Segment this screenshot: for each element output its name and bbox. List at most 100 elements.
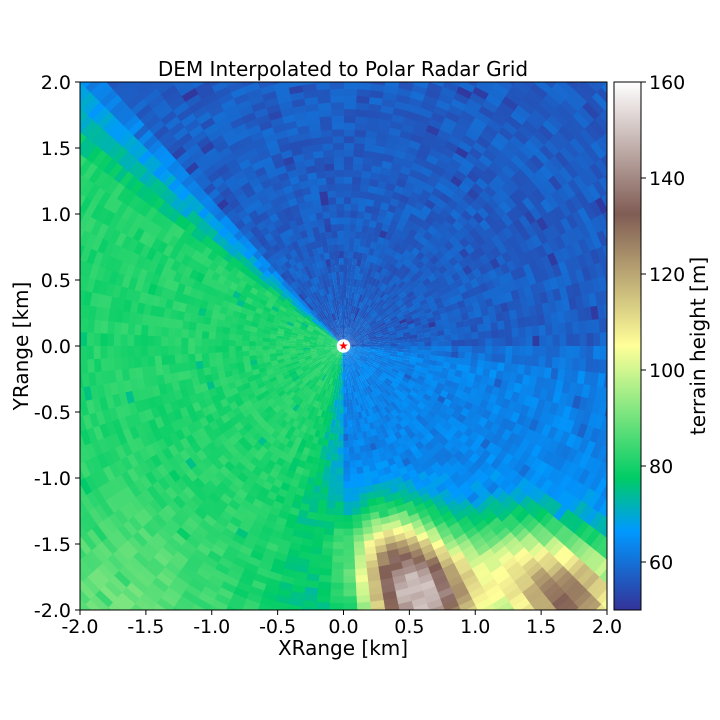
heatmap-cell	[353, 355, 359, 361]
heatmap-cell	[395, 395, 405, 404]
heatmap-cell	[367, 316, 375, 324]
heatmap-cell	[209, 474, 222, 488]
heatmap-cell	[356, 466, 364, 475]
heatmap-cell	[442, 186, 456, 199]
heatmap-cell	[437, 340, 446, 347]
heatmap-cell	[512, 435, 525, 449]
heatmap-cell	[187, 329, 196, 339]
heatmap-cell	[365, 485, 375, 494]
heatmap-cell	[306, 327, 314, 333]
heatmap-cell	[337, 325, 340, 334]
heatmap-cell	[343, 582, 357, 591]
heatmap-cell	[444, 351, 452, 358]
heatmap-cell	[361, 431, 369, 440]
heatmap-cell	[442, 477, 455, 489]
heatmap-cell	[402, 328, 411, 334]
heatmap-cell	[330, 223, 338, 232]
heatmap-cell	[379, 324, 388, 330]
heatmap-cell	[288, 303, 297, 311]
heatmap-cell	[452, 308, 462, 317]
heatmap-cell	[460, 470, 473, 483]
heatmap-cell	[414, 365, 423, 372]
heatmap-cell	[325, 335, 332, 340]
heatmap-cell	[362, 364, 369, 371]
heatmap-cell	[314, 163, 326, 173]
heatmap-cell	[350, 320, 355, 328]
heatmap-cell	[579, 346, 588, 360]
heatmap-cell	[398, 392, 407, 401]
heatmap-cell	[325, 425, 331, 434]
heatmap-cell	[335, 481, 344, 489]
heatmap-cell	[168, 247, 180, 260]
heatmap-cell	[306, 286, 314, 295]
heatmap-cell	[431, 346, 439, 352]
heatmap-cell	[427, 471, 440, 483]
heatmap-cell	[209, 365, 218, 375]
heatmap-cell	[322, 280, 328, 289]
heatmap-cell	[288, 370, 297, 377]
heatmap-cell	[409, 308, 419, 316]
heatmap-cell	[383, 316, 391, 323]
heatmap-cell	[349, 284, 354, 293]
heatmap-cell	[372, 531, 385, 541]
heatmap-cell	[167, 336, 175, 346]
heatmap-cell	[334, 257, 340, 266]
heatmap-cell	[99, 332, 108, 346]
heatmap-cell	[220, 383, 230, 393]
heatmap-cell	[414, 502, 427, 514]
heatmap-cell	[456, 383, 467, 393]
heatmap-cell	[350, 347, 358, 350]
heatmap-cell	[350, 342, 358, 345]
heatmap-cell	[212, 459, 225, 471]
heatmap-cell	[322, 245, 329, 254]
heatmap-cell	[461, 209, 474, 222]
heatmap-cell	[344, 352, 347, 360]
heatmap-cell	[338, 311, 341, 320]
heatmap-cell	[462, 486, 475, 500]
heatmap-cell	[359, 445, 367, 454]
heatmap-cell	[212, 220, 225, 233]
heatmap-cell	[218, 465, 231, 478]
heatmap-cell	[377, 386, 385, 394]
heatmap-cell	[355, 335, 362, 340]
heatmap-cell	[318, 267, 325, 276]
heatmap-cell	[387, 309, 395, 317]
heatmap-cell	[410, 334, 418, 340]
heatmap-cell	[258, 486, 270, 498]
heatmap-cell	[343, 183, 353, 191]
heatmap-cell	[391, 293, 400, 301]
heatmap-cell	[411, 386, 420, 395]
heatmap-cell	[188, 321, 197, 331]
heatmap-cell	[351, 426, 358, 434]
heatmap-cell	[197, 375, 207, 385]
heatmap-cell	[397, 342, 405, 347]
heatmap-cell	[464, 339, 473, 347]
heatmap-cell	[363, 437, 370, 446]
heatmap-cell	[228, 224, 240, 236]
heatmap-cell	[362, 533, 375, 542]
heatmap-cell	[328, 331, 334, 337]
heatmap-cell	[317, 177, 327, 186]
heatmap-cell	[322, 327, 329, 334]
heatmap-cell	[233, 379, 243, 388]
heatmap-cell	[465, 304, 475, 313]
heatmap-cell	[343, 311, 346, 319]
heatmap-cell	[422, 327, 431, 334]
heatmap-cell	[336, 333, 341, 341]
heatmap-cell	[318, 430, 326, 440]
heatmap-cell	[464, 437, 476, 449]
heatmap-cell	[332, 135, 344, 144]
heatmap-cell	[66, 316, 74, 331]
heatmap-cell	[369, 353, 377, 357]
heatmap-cell	[318, 333, 326, 338]
heatmap-cell	[306, 271, 314, 280]
heatmap-cell	[343, 108, 357, 117]
heatmap-cell	[401, 361, 410, 368]
heatmap-cell	[312, 247, 320, 256]
heatmap-cell	[390, 282, 399, 291]
heatmap-cell	[309, 463, 319, 473]
heatmap-cell	[387, 326, 396, 332]
heatmap-cell	[460, 371, 470, 380]
heatmap-cell	[477, 472, 490, 486]
heatmap-cell	[346, 325, 349, 333]
